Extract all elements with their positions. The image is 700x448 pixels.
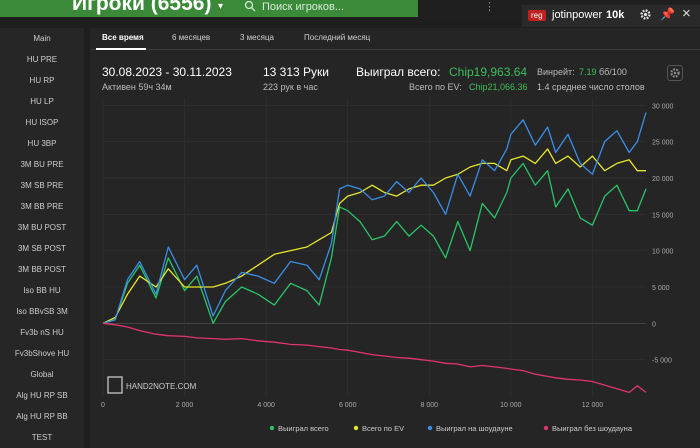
sidebar-item[interactable]: HU ISOP [25,118,59,127]
ev-value: Chip21,066.36 [469,82,528,92]
reg-badge: reg [528,10,546,21]
series-line [102,162,647,324]
chart-grid [102,98,646,396]
winnings-chart: -5 000 0 5 000 10 000 15 000 20 000 25 000 30 0… [101,98,674,433]
username[interactable]: jotinpower [552,9,603,21]
sidebar-item[interactable]: HU PRE [26,55,58,64]
page-title: Игроки (6556) [72,0,212,15]
date-range: 30.08.2023 - 30.11.2023 [102,65,232,79]
menu-icon[interactable]: ⋮ [484,1,495,13]
chart-settings-button[interactable] [667,65,683,81]
legend-label[interactable]: Всего по EV [362,424,404,433]
hands-count: 13 313 Руки [263,65,329,79]
sidebar: Main HU PRE HU RP HU LP HU ISOP HU 3BP 3M BU P… [0,28,84,448]
sidebar-item[interactable]: HU RP [29,76,55,85]
active-time: Активен 59ч 34м [102,82,172,92]
x-tick-label: 8 000 [421,402,439,409]
x-tick-label: 0 [101,402,105,409]
sidebar-item[interactable]: Alg HU RP SB [16,391,68,400]
series-line [102,148,646,324]
pin-icon[interactable]: 📌 [660,7,675,21]
chart-series [102,112,647,394]
legend-swatch [269,425,275,431]
period-tabs: Все время 6 месяцев 3 месяца Последний м… [90,28,700,50]
legend-swatch [543,425,549,431]
sidebar-item[interactable]: Iso BBvSB 3M [16,307,68,316]
sidebar-item[interactable]: Global [30,370,54,379]
y-axis: -5 000 0 5 000 10 000 15 000 20 000 25 000 30 0… [652,103,674,364]
y-tick-label: 30 000 [652,103,674,110]
sidebar-item[interactable]: 3M BB POST [17,265,66,274]
legend-swatch [427,425,433,431]
sidebar-item[interactable]: Fv3b nS HU [20,328,64,337]
sidebar-item[interactable]: Main [33,34,51,43]
y-tick-label: -5 000 [652,358,672,365]
series-line [102,322,647,394]
legend-label[interactable]: Выиграл всего [278,424,329,433]
gear-icon [670,68,680,78]
sidebar-item[interactable]: HU 3BP [27,139,57,148]
sidebar-item[interactable]: 3M SB PRE [20,181,64,190]
x-axis: 0 2 000 4 000 6 000 8 000 10 000 12 000 [101,402,603,409]
sidebar-item[interactable]: 3M BB PRE [20,202,64,211]
watermark: HAND2NOTE.COM [107,376,197,394]
tab-all-time[interactable]: Все время [102,33,144,42]
x-tick-label: 12 000 [582,402,604,409]
sidebar-item[interactable]: Fv3bShove HU [14,349,70,358]
close-icon[interactable]: × [682,5,691,22]
user-panel: reg jotinpower 10k 📌 × [522,5,700,27]
hands-per-hour: 223 рук в час [263,82,318,92]
limit-label: 10k [606,9,625,21]
y-tick-label: 25 000 [652,140,674,147]
search-icon [244,0,256,12]
series-line [102,112,647,324]
sidebar-item[interactable]: 3M BU POST [17,223,67,232]
y-tick-label: 20 000 [652,176,674,183]
tab-3-months[interactable]: 3 месяца [240,33,274,42]
legend-label[interactable]: Выиграл без шоудауна [552,424,633,433]
y-tick-label: 0 [652,321,656,328]
winrate-label: Винрейт: [537,67,575,77]
gear-icon[interactable] [639,8,652,21]
title-bar: Игроки (6556) ▾ ⋮ reg jotinpower 10k 📌 × [0,0,700,27]
winrate-unit: бб/100 [599,67,627,77]
sidebar-item[interactable]: 3M BU PRE [20,160,64,169]
main-panel: Все время 6 месяцев 3 месяца Последний м… [90,28,700,448]
x-tick-label: 10 000 [500,402,522,409]
tab-6-months[interactable]: 6 месяцев [172,33,211,42]
chevron-down-icon[interactable]: ▾ [218,1,224,12]
legend-swatch [353,425,359,431]
search-box[interactable] [240,0,408,14]
x-tick-label: 4 000 [257,402,275,409]
winrate-value: 7.19 [579,67,597,77]
avg-tables: 1.4 среднее число столов [537,82,645,92]
sidebar-item[interactable]: Alg HU RP BB [16,412,68,421]
won-value: Chip19,963.64 [449,65,528,79]
watermark-text: HAND2NOTE.COM [126,382,197,391]
players-header: Игроки (6556) ▾ [0,0,418,17]
legend-label[interactable]: Выиграл на шоудауне [436,424,513,433]
active-tab-indicator [96,48,146,50]
sidebar-item[interactable]: Iso BB HU [23,286,61,295]
tab-last-month[interactable]: Последний месяц [304,33,371,42]
chart-legend: Выиграл всего Всего по EV Выиграл на шоуда… [269,424,633,433]
y-tick-label: 15 000 [652,212,674,219]
search-input[interactable] [262,0,402,14]
y-tick-label: 10 000 [652,249,674,256]
ev-label: Всего по EV: [409,82,462,92]
won-label: Выиграл всего: [356,65,441,79]
sidebar-item[interactable]: 3M SB POST [17,244,66,253]
x-tick-label: 6 000 [339,402,357,409]
hand2note-logo-icon [107,376,123,394]
sidebar-item[interactable]: HU LP [30,97,54,106]
sidebar-item[interactable]: TEST [31,433,53,442]
y-tick-label: 5 000 [652,285,670,292]
x-tick-label: 2 000 [176,402,194,409]
